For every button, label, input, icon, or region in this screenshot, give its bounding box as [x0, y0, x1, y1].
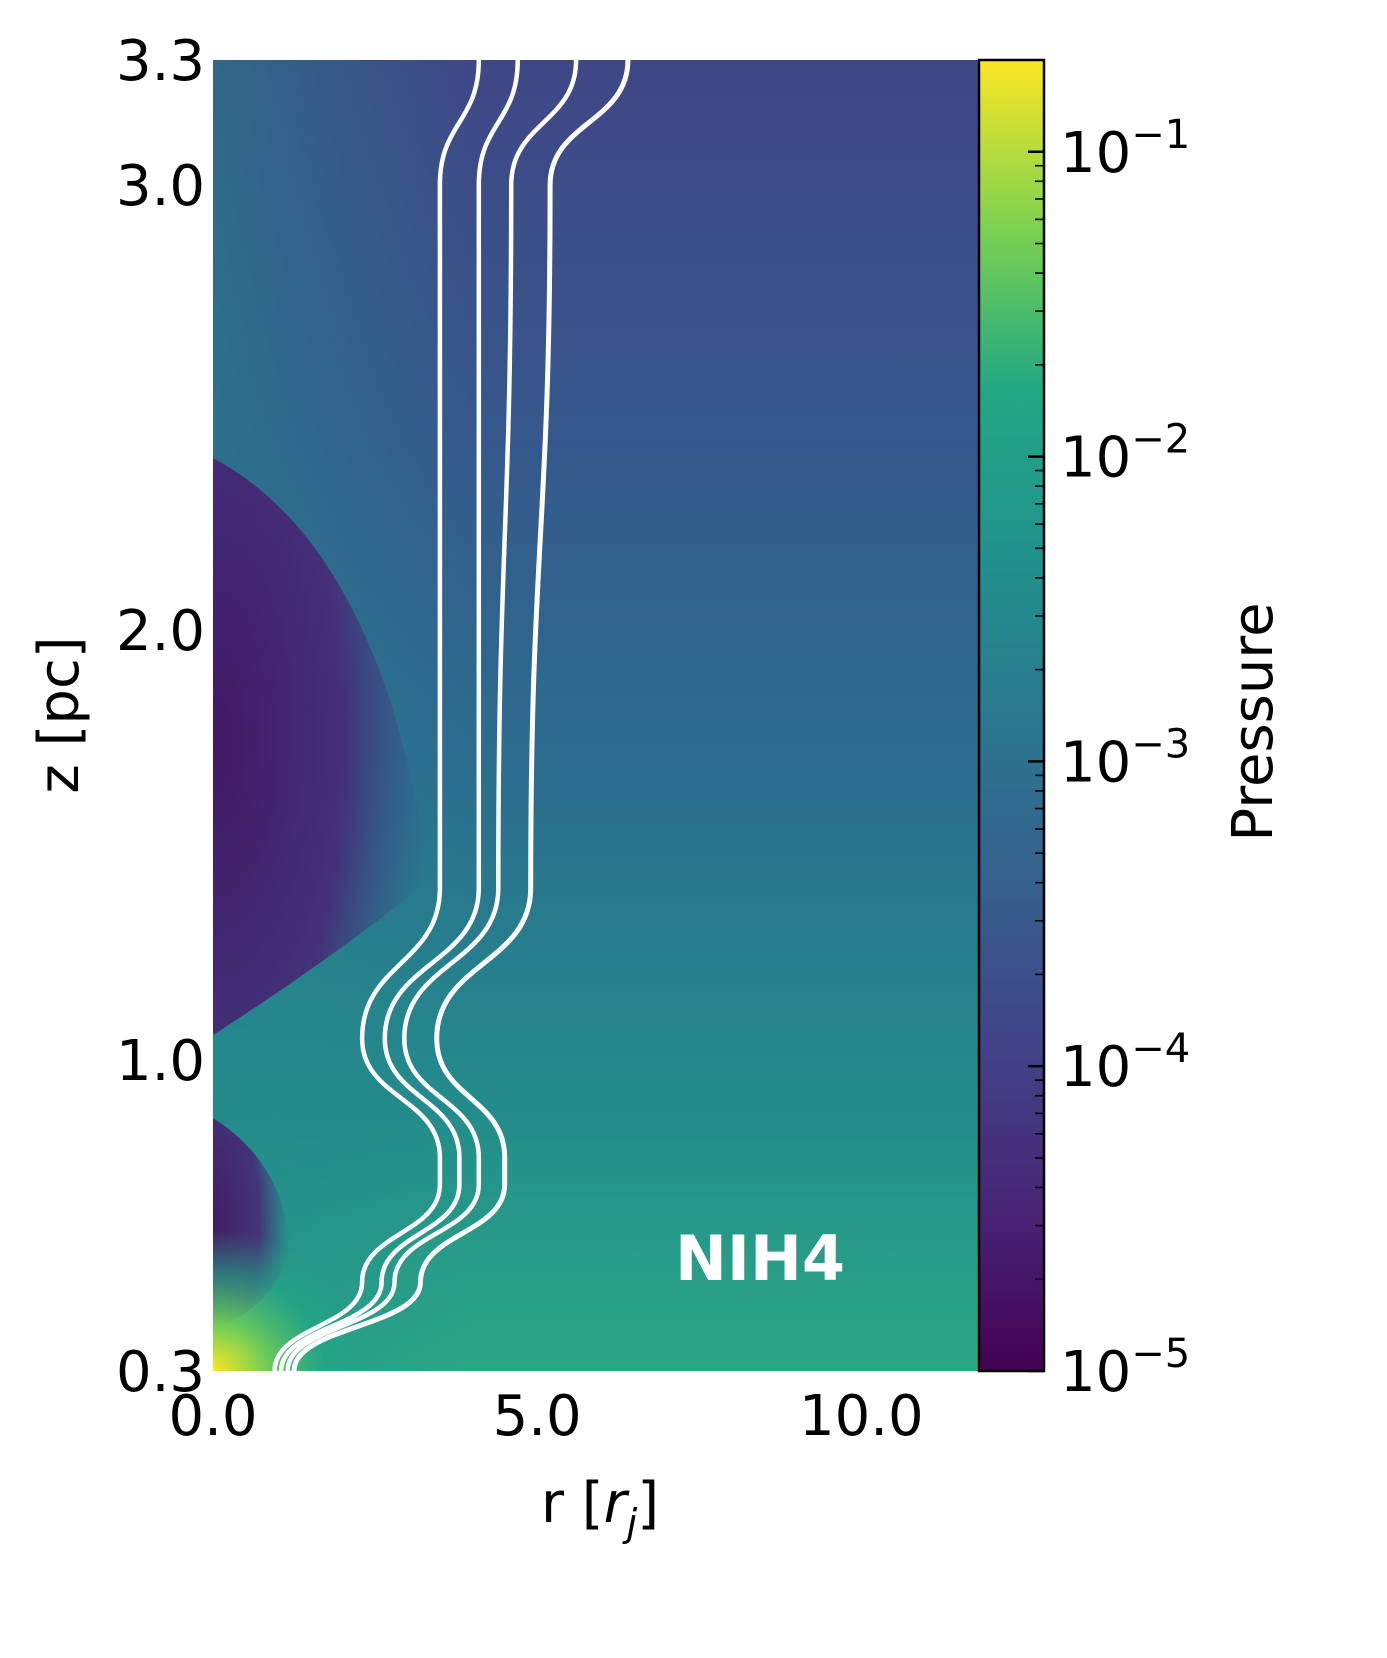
streamline-group [272, 60, 631, 1371]
heatmap-plot-area [213, 60, 978, 1371]
colorbar-label: Pressure [1221, 602, 1286, 841]
x-axis-label-close: ] [637, 1471, 659, 1536]
streamline-1 [272, 60, 482, 1371]
y-axis-ticks: 0.3 1.0 2.0 3.0 3.3 [116, 29, 205, 1405]
colorbar-tick-label: 10−3 [1060, 721, 1190, 795]
y-tick-label: 3.3 [116, 29, 205, 94]
colorbar-tick-base: 10 [1060, 1340, 1131, 1405]
compression-knot-mid [213, 830, 303, 1150]
streamline-2 [278, 60, 520, 1371]
x-tick-label: 10.0 [799, 1384, 924, 1449]
colorbar-tick-exponent: −1 [1131, 112, 1190, 158]
x-axis-label: r [rj] [541, 1471, 659, 1545]
streamline-3 [285, 60, 579, 1371]
compression-knot-top [213, 60, 293, 380]
colorbar-tick-exponent: −3 [1131, 721, 1190, 767]
colorbar-tick-exponent: −4 [1131, 1026, 1190, 1072]
colorbar-tick-exponent: −2 [1131, 417, 1190, 463]
y-tick-label: 1.0 [116, 1029, 205, 1094]
y-tick-label: 2.0 [116, 599, 205, 664]
colorbar-tick-label: 10−2 [1060, 417, 1190, 491]
x-axis-ticks: 0.0 5.0 10.0 [168, 1384, 923, 1449]
streamline-4 [291, 60, 631, 1371]
x-axis-label-symbol: r [604, 1471, 630, 1536]
x-tick-label: 5.0 [493, 1384, 582, 1449]
colorbar-tick-base: 10 [1060, 426, 1131, 491]
x-tick-label: 0.0 [168, 1384, 257, 1449]
colorbar-tick-label: 10−5 [1060, 1331, 1190, 1405]
y-tick-label: 3.0 [116, 154, 205, 219]
y-tick-label: 0.3 [116, 1340, 205, 1405]
x-axis-label-text: r [ [541, 1471, 604, 1536]
colorbar-tick-base: 10 [1060, 730, 1131, 795]
colorbar-tick-base: 10 [1060, 1035, 1131, 1100]
colorbar-tick-label: 10−4 [1060, 1026, 1190, 1100]
colorbar-gradient [977, 58, 1046, 1373]
colorbar: 10−510−410−310−210−1 Pressure [977, 58, 1286, 1405]
colorbar-ticks: 10−510−410−310−210−1 [1028, 59, 1190, 1405]
y-axis-label: z [pc] [27, 636, 92, 793]
panel-label: NIH4 [675, 1222, 845, 1295]
colorbar-tick-label: 10−1 [1060, 112, 1190, 186]
colorbar-tick-base: 10 [1060, 121, 1131, 186]
colorbar-tick-exponent: −5 [1131, 1331, 1190, 1377]
